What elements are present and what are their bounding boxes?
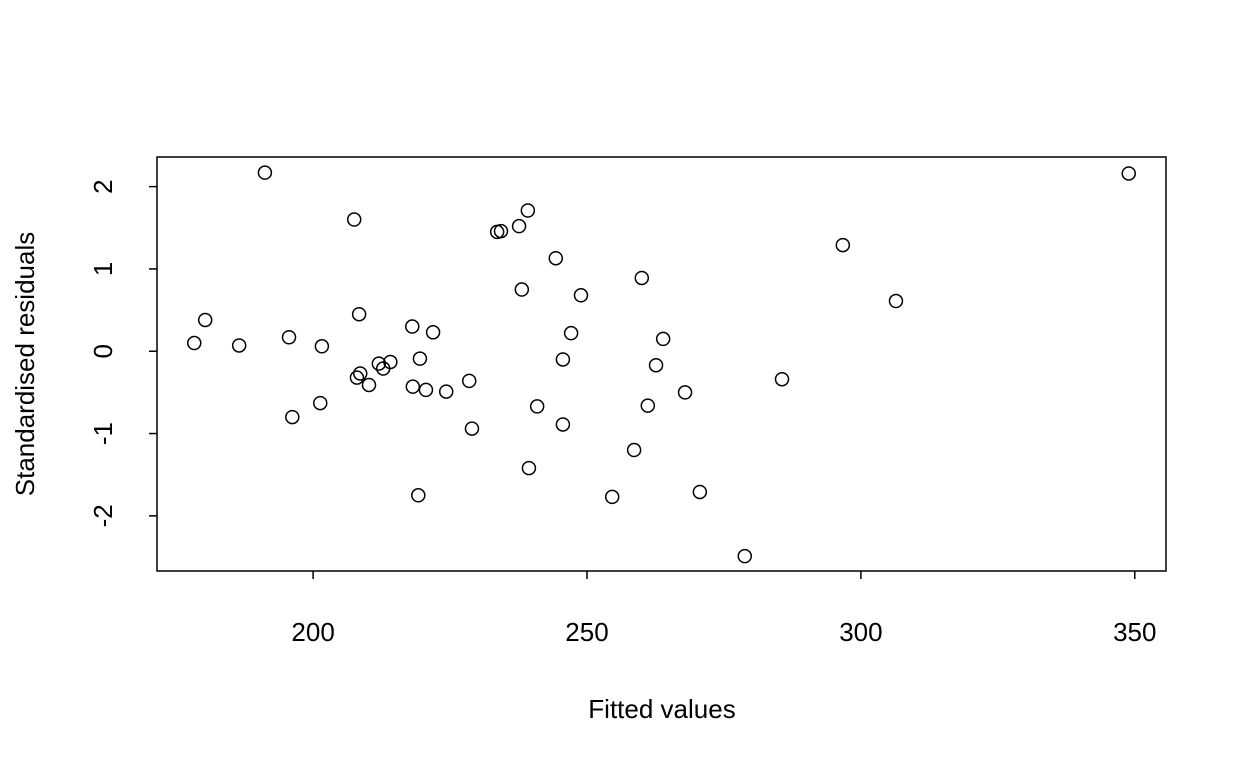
- point: [418, 382, 434, 398]
- point: [520, 203, 536, 218]
- point: [1121, 166, 1137, 181]
- point: [351, 306, 367, 322]
- y-axis-label: Standardised residuals: [10, 232, 40, 497]
- point: [346, 212, 362, 227]
- point: [461, 373, 477, 389]
- point: [411, 488, 426, 503]
- point: [405, 319, 420, 334]
- plot-box: [156, 156, 1167, 572]
- point: [692, 484, 708, 500]
- point: [774, 371, 790, 387]
- point: [375, 361, 391, 376]
- point: [640, 398, 656, 413]
- y-tick-label: 2: [88, 179, 118, 193]
- point: [888, 293, 904, 309]
- y-tick-label: 1: [88, 262, 118, 276]
- point: [412, 351, 428, 366]
- point: [573, 288, 589, 303]
- point: [655, 331, 671, 347]
- point: [197, 312, 213, 328]
- point: [563, 325, 579, 341]
- point: [285, 409, 300, 425]
- point: [371, 356, 387, 371]
- point: [511, 218, 527, 234]
- point: [349, 370, 365, 385]
- point: [438, 384, 454, 399]
- point: [493, 223, 509, 239]
- point: [548, 250, 564, 266]
- point: [604, 489, 620, 505]
- point: [425, 325, 441, 340]
- point: [529, 399, 545, 414]
- point: [677, 385, 693, 400]
- x-tick-label: 250: [565, 617, 608, 647]
- point: [555, 417, 571, 432]
- point: [352, 366, 368, 381]
- point: [514, 282, 530, 297]
- point: [555, 352, 571, 367]
- point: [521, 460, 537, 476]
- point: [281, 330, 297, 345]
- point: [835, 237, 851, 253]
- x-tick-label: 300: [839, 617, 882, 647]
- y-tick-label: -2: [88, 504, 118, 527]
- point: [231, 338, 247, 353]
- point: [464, 421, 480, 436]
- point: [257, 165, 273, 180]
- point: [312, 395, 328, 411]
- point: [361, 377, 377, 393]
- y-tick-label: 0: [88, 344, 118, 358]
- point: [626, 442, 642, 458]
- point: [314, 339, 330, 354]
- y-tick-label: -1: [88, 422, 118, 445]
- x-tick-label: 200: [291, 617, 334, 647]
- x-tick-label: 350: [1113, 617, 1156, 647]
- point: [405, 379, 421, 394]
- point: [648, 357, 664, 373]
- point: [186, 335, 202, 351]
- point: [737, 548, 753, 564]
- point: [634, 270, 650, 286]
- x-axis-label: Fitted values: [588, 694, 735, 724]
